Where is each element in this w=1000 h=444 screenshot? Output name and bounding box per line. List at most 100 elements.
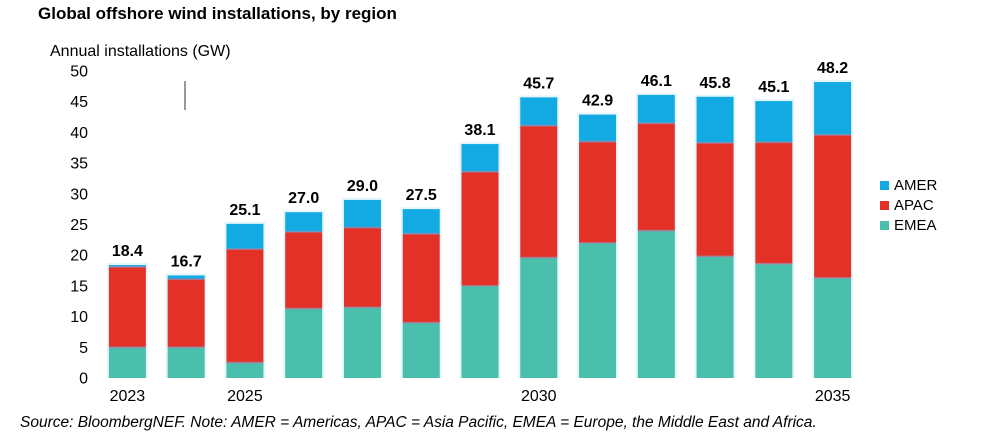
bar-segment-emea xyxy=(637,230,675,378)
bar-segment-amer xyxy=(814,82,852,135)
bar-segment-emea xyxy=(696,256,734,378)
y-tick-label: 0 xyxy=(79,371,88,388)
bar-segment-apac xyxy=(637,123,675,231)
chart-source: Source: BloombergNEF. Note: AMER = Ameri… xyxy=(20,414,817,431)
legend-swatch-amer xyxy=(880,181,889,190)
legend-swatch-emea xyxy=(880,221,889,230)
x-tick-label: 2035 xyxy=(815,388,851,405)
total-label: 16.7 xyxy=(171,253,202,270)
bar-segment-amer xyxy=(285,212,323,232)
bar-segment-emea xyxy=(755,263,793,378)
bar-segment-emea xyxy=(167,347,205,378)
bar-segment-apac xyxy=(696,142,734,257)
bar-stack xyxy=(341,197,383,378)
bar-segment-amer xyxy=(167,275,205,280)
total-label: 45.8 xyxy=(700,75,731,92)
bar-segment-amer xyxy=(461,144,499,172)
bars xyxy=(106,80,854,379)
total-label: 38.1 xyxy=(464,122,495,139)
y-tick-label: 35 xyxy=(70,156,88,173)
total-labels: 18.4 16.7 25.1 27.0 29.0 27.5 38.1 45.7 42.9 46.1… xyxy=(112,60,848,270)
segment-boundary xyxy=(755,141,793,144)
segment-boundary xyxy=(285,230,323,233)
y-axis-title: Annual installations (GW) xyxy=(50,43,231,60)
bar-segment-apac xyxy=(108,266,146,348)
total-label: 27.5 xyxy=(406,187,437,204)
segment-boundary xyxy=(461,170,499,173)
legend-label-amer: AMER xyxy=(894,177,938,194)
bar-segment-amer xyxy=(696,96,734,143)
x-axis: 2023 2025 2030 2035 xyxy=(110,388,851,405)
bar-segment-emea xyxy=(108,347,146,378)
bar-stack xyxy=(753,99,795,378)
segment-boundary xyxy=(343,306,381,309)
total-label: 29.0 xyxy=(347,178,378,195)
bar-stack xyxy=(518,95,560,378)
y-tick-label: 25 xyxy=(70,217,88,234)
legend-label-apac: APAC xyxy=(894,197,934,214)
bar-segment-emea xyxy=(343,307,381,378)
y-axis-title-group: Annual installations (GW) xyxy=(50,43,231,60)
segment-boundary xyxy=(461,284,499,287)
segment-boundary xyxy=(167,278,205,281)
y-tick-label: 40 xyxy=(70,125,88,142)
y-tick-label: 45 xyxy=(70,94,88,111)
bar-stack xyxy=(812,80,854,378)
segment-boundary xyxy=(637,229,675,232)
segment-boundary xyxy=(402,321,440,324)
bar-segment-apac xyxy=(285,231,323,309)
x-tick-label: 2025 xyxy=(227,388,263,405)
total-label: 25.1 xyxy=(229,202,260,219)
y-tick-label: 5 xyxy=(79,340,88,357)
bar-segment-apac xyxy=(343,227,381,308)
bar-stack xyxy=(106,263,148,378)
bar-segment-amer xyxy=(402,209,440,234)
y-tick-label: 10 xyxy=(70,309,88,326)
bar-segment-apac xyxy=(402,233,440,323)
bar-segment-apac xyxy=(461,171,499,286)
bar-segment-apac xyxy=(226,249,264,363)
total-label: 42.9 xyxy=(582,93,613,110)
y-tick-label: 20 xyxy=(70,248,88,265)
bar-stack xyxy=(224,221,266,378)
segment-boundary xyxy=(814,276,852,279)
total-label: 27.0 xyxy=(288,190,319,207)
segment-boundary xyxy=(755,262,793,265)
y-ticks: 0 5 10 15 20 25 30 35 40 45 50 xyxy=(70,64,88,388)
y-tick-label: 30 xyxy=(70,186,88,203)
bar-segment-amer xyxy=(226,223,264,250)
bar-segment-amer xyxy=(637,94,675,124)
bar-segment-emea xyxy=(814,277,852,378)
segment-boundary xyxy=(285,307,323,310)
segment-boundary xyxy=(402,232,440,235)
segment-boundary xyxy=(579,140,617,143)
segment-boundary xyxy=(167,346,205,349)
segment-boundary xyxy=(343,226,381,229)
segment-boundary xyxy=(579,241,617,244)
segment-boundary xyxy=(520,256,558,259)
bar-segment-amer xyxy=(343,199,381,228)
bar-stack xyxy=(283,210,325,378)
chart-title: Global offshore wind installations, by r… xyxy=(38,4,397,23)
bar-segment-emea xyxy=(285,308,323,378)
bar-stack xyxy=(635,92,677,379)
segment-boundary xyxy=(108,265,146,268)
bar-segment-apac xyxy=(167,279,205,348)
legend-swatch-apac xyxy=(880,201,889,210)
total-label: 46.1 xyxy=(641,73,672,90)
bar-segment-apac xyxy=(520,125,558,258)
y-tick-label: 15 xyxy=(70,278,88,295)
bar-segment-emea xyxy=(520,257,558,378)
segment-boundary xyxy=(637,122,675,125)
segment-boundary xyxy=(108,346,146,349)
segment-boundary xyxy=(814,133,852,136)
total-label: 45.7 xyxy=(523,75,554,92)
x-tick-label: 2023 xyxy=(110,388,146,405)
bar-segment-apac xyxy=(579,141,617,243)
y-tick-label: 50 xyxy=(70,64,88,81)
segment-boundary xyxy=(226,248,264,251)
segment-boundary xyxy=(520,124,558,127)
bar-segment-apac xyxy=(755,142,793,264)
